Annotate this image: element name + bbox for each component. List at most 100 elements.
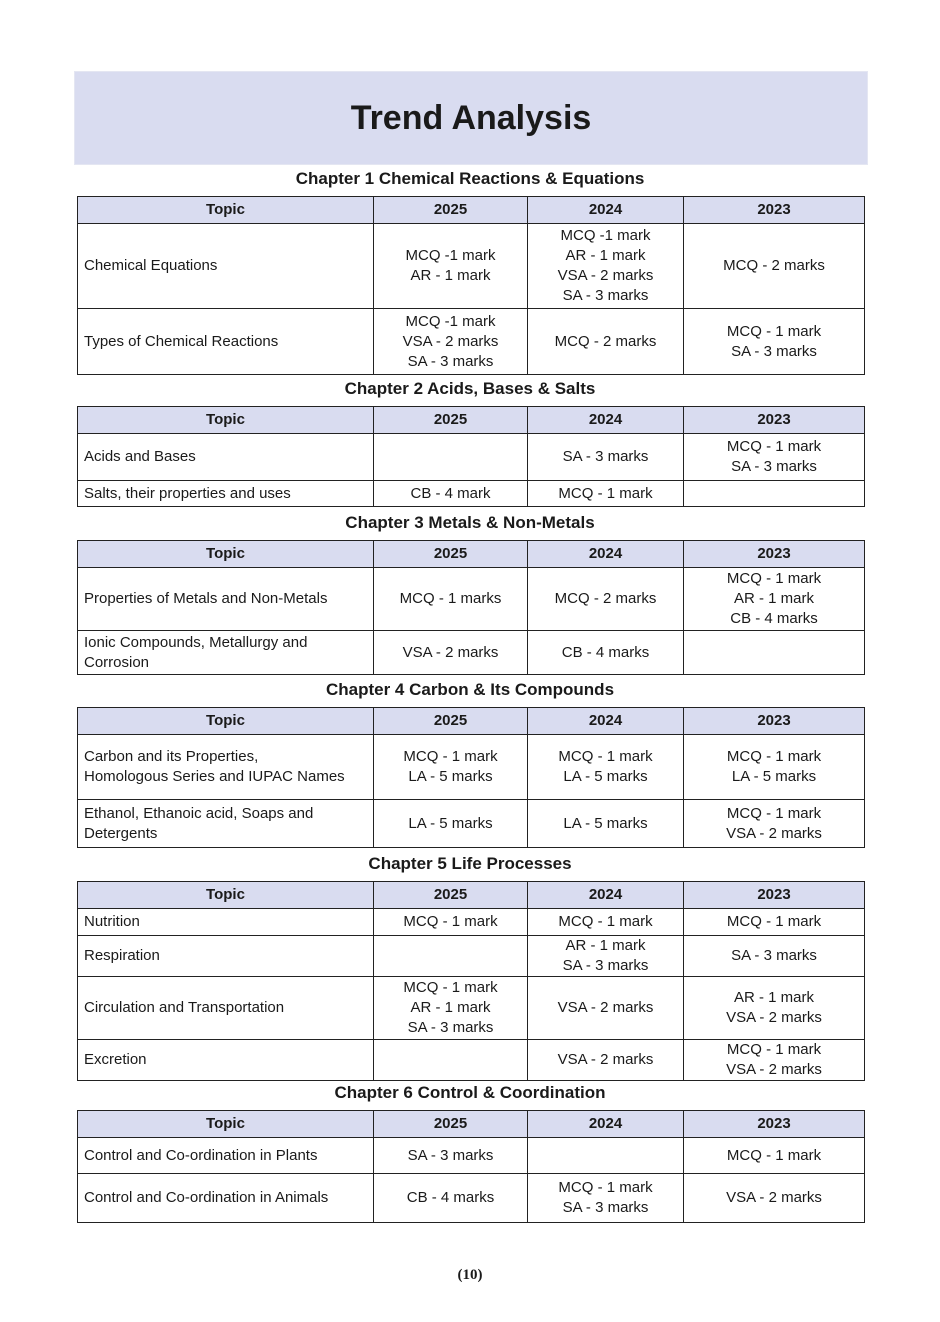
column-header: Topic <box>77 406 374 434</box>
marks-cell <box>373 1039 528 1081</box>
marks-cell: MCQ - 1 mark <box>683 1137 865 1174</box>
marks-cell <box>373 935 528 977</box>
topic-cell: Ethanol, Ethanoic acid, Soaps and Deterg… <box>77 799 374 848</box>
marks-cell: MCQ - 1 mark AR - 1 mark SA - 3 marks <box>373 976 528 1040</box>
marks-cell: MCQ - 1 marks <box>373 567 528 631</box>
table-row: Excretion VSA - 2 marks MCQ - 1 mark VSA -… <box>77 1039 865 1081</box>
marks-cell: MCQ - 2 marks <box>527 308 684 375</box>
marks-cell: MCQ - 1 mark VSA - 2 marks <box>683 1039 865 1081</box>
marks-cell <box>683 630 865 675</box>
column-header: 2024 <box>527 1110 684 1138</box>
table-header-row: Topic 2025 2024 2023 <box>77 540 865 568</box>
topic-cell: Chemical Equations <box>77 223 374 309</box>
topic-cell: Circulation and Transportation <box>77 976 374 1040</box>
marks-cell: MCQ - 1 mark <box>683 908 865 936</box>
marks-cell: VSA - 2 marks <box>527 1039 684 1081</box>
table-header-row: Topic 2025 2024 2023 <box>77 707 865 735</box>
column-header: Topic <box>77 881 374 909</box>
marks-cell: MCQ -1 mark AR - 1 mark VSA - 2 marks SA… <box>527 223 684 309</box>
marks-cell: SA - 3 marks <box>373 1137 528 1174</box>
marks-cell: AR - 1 mark SA - 3 marks <box>527 935 684 977</box>
topic-cell: Nutrition <box>77 908 374 936</box>
table-row: Carbon and its Properties, Homologous Se… <box>77 734 865 800</box>
table-row: Nutrition MCQ - 1 mark MCQ - 1 mark MCQ - 1… <box>77 908 865 936</box>
marks-cell: CB - 4 marks <box>373 1173 528 1223</box>
trend-table: Topic 2025 2024 2023 Nutrition MCQ - 1 mark MC… <box>77 881 865 1081</box>
column-header: Topic <box>77 196 374 224</box>
topic-cell: Types of Chemical Reactions <box>77 308 374 375</box>
trend-table: Topic 2025 2024 2023 Acids and Bases SA - 3 m… <box>77 406 865 507</box>
marks-cell: VSA - 2 marks <box>527 976 684 1040</box>
topic-cell: Respiration <box>77 935 374 977</box>
marks-cell <box>683 480 865 507</box>
marks-cell: MCQ -1 mark VSA - 2 marks SA - 3 marks <box>373 308 528 375</box>
table-header-row: Topic 2025 2024 2023 <box>77 406 865 434</box>
column-header: 2025 <box>373 881 528 909</box>
marks-cell: MCQ - 1 mark LA - 5 marks <box>683 734 865 800</box>
column-header: 2023 <box>683 1110 865 1138</box>
column-header: 2025 <box>373 540 528 568</box>
marks-cell: MCQ - 1 mark AR - 1 mark CB - 4 marks <box>683 567 865 631</box>
table-row: Control and Co-ordination in Animals CB -… <box>77 1173 865 1223</box>
marks-cell: MCQ - 1 mark SA - 3 marks <box>527 1173 684 1223</box>
table-row: Acids and Bases SA - 3 marks MCQ - 1 mark … <box>77 433 865 481</box>
page-title: Trend Analysis <box>350 98 592 137</box>
title-banner: Trend Analysis <box>74 71 868 165</box>
marks-cell: VSA - 2 marks <box>683 1173 865 1223</box>
column-header: Topic <box>77 707 374 735</box>
chapter-title: Chapter 1 Chemical Reactions & Equations <box>295 169 645 188</box>
marks-cell: MCQ - 1 mark <box>527 480 684 507</box>
marks-cell: MCQ - 1 mark SA - 3 marks <box>683 433 865 481</box>
chapter-title: Chapter 6 Control & Coordination <box>334 1083 606 1102</box>
table-row: Control and Co-ordination in Plants SA - … <box>77 1137 865 1174</box>
marks-cell <box>373 433 528 481</box>
column-header: 2024 <box>527 881 684 909</box>
marks-cell: SA - 3 marks <box>683 935 865 977</box>
column-header: 2023 <box>683 540 865 568</box>
column-header: Topic <box>77 1110 374 1138</box>
table-row: Properties of Metals and Non-Metals MCQ -… <box>77 567 865 631</box>
trend-table: Topic 2025 2024 2023 Properties of Metals an… <box>77 540 865 675</box>
table-header-row: Topic 2025 2024 2023 <box>77 196 865 224</box>
column-header: 2024 <box>527 540 684 568</box>
column-header: 2024 <box>527 196 684 224</box>
table-row: Chemical Equations MCQ -1 mark AR - 1 mar… <box>77 223 865 309</box>
topic-cell: Control and Co-ordination in Animals <box>77 1173 374 1223</box>
table-header-row: Topic 2025 2024 2023 <box>77 881 865 909</box>
marks-cell: MCQ -1 mark AR - 1 mark <box>373 223 528 309</box>
table-row: Salts, their properties and uses CB - 4 m… <box>77 480 865 507</box>
marks-cell: MCQ - 2 marks <box>527 567 684 631</box>
table-row: Ethanol, Ethanoic acid, Soaps and Deterg… <box>77 799 865 848</box>
topic-cell: Properties of Metals and Non-Metals <box>77 567 374 631</box>
table-row: Respiration AR - 1 mark SA - 3 marks SA - … <box>77 935 865 977</box>
column-header: 2023 <box>683 881 865 909</box>
table-row: Ionic Compounds, Metallurgy and Corrosio… <box>77 630 865 675</box>
marks-cell: VSA - 2 marks <box>373 630 528 675</box>
marks-cell: MCQ - 2 marks <box>683 223 865 309</box>
column-header: 2023 <box>683 707 865 735</box>
trend-table: Topic 2025 2024 2023 Control and Co-ordinati… <box>77 1110 865 1223</box>
chapter-title: Chapter 3 Metals & Non-Metals <box>345 513 595 532</box>
marks-cell: CB - 4 marks <box>527 630 684 675</box>
chapter-title: Chapter 5 Life Processes <box>368 854 572 873</box>
column-header: 2023 <box>683 196 865 224</box>
column-header: 2025 <box>373 1110 528 1138</box>
marks-cell: MCQ - 1 mark <box>373 908 528 936</box>
marks-cell: SA - 3 marks <box>527 433 684 481</box>
marks-cell: LA - 5 marks <box>527 799 684 848</box>
topic-cell: Acids and Bases <box>77 433 374 481</box>
trend-table: Topic 2025 2024 2023 Carbon and its Properti… <box>77 707 865 848</box>
column-header: Topic <box>77 540 374 568</box>
chapter-title: Chapter 4 Carbon & Its Compounds <box>325 680 615 699</box>
column-header: 2025 <box>373 196 528 224</box>
topic-cell: Salts, their properties and uses <box>77 480 374 507</box>
table-row: Types of Chemical Reactions MCQ -1 mark V… <box>77 308 865 375</box>
table-header-row: Topic 2025 2024 2023 <box>77 1110 865 1138</box>
page-number: (10) <box>457 1267 483 1283</box>
marks-cell: AR - 1 mark VSA - 2 marks <box>683 976 865 1040</box>
marks-cell: MCQ - 1 mark LA - 5 marks <box>527 734 684 800</box>
marks-cell: CB - 4 mark <box>373 480 528 507</box>
table-row: Circulation and Transportation MCQ - 1 ma… <box>77 976 865 1040</box>
chapter-title: Chapter 2 Acids, Bases & Salts <box>344 379 596 398</box>
topic-cell: Control and Co-ordination in Plants <box>77 1137 374 1174</box>
